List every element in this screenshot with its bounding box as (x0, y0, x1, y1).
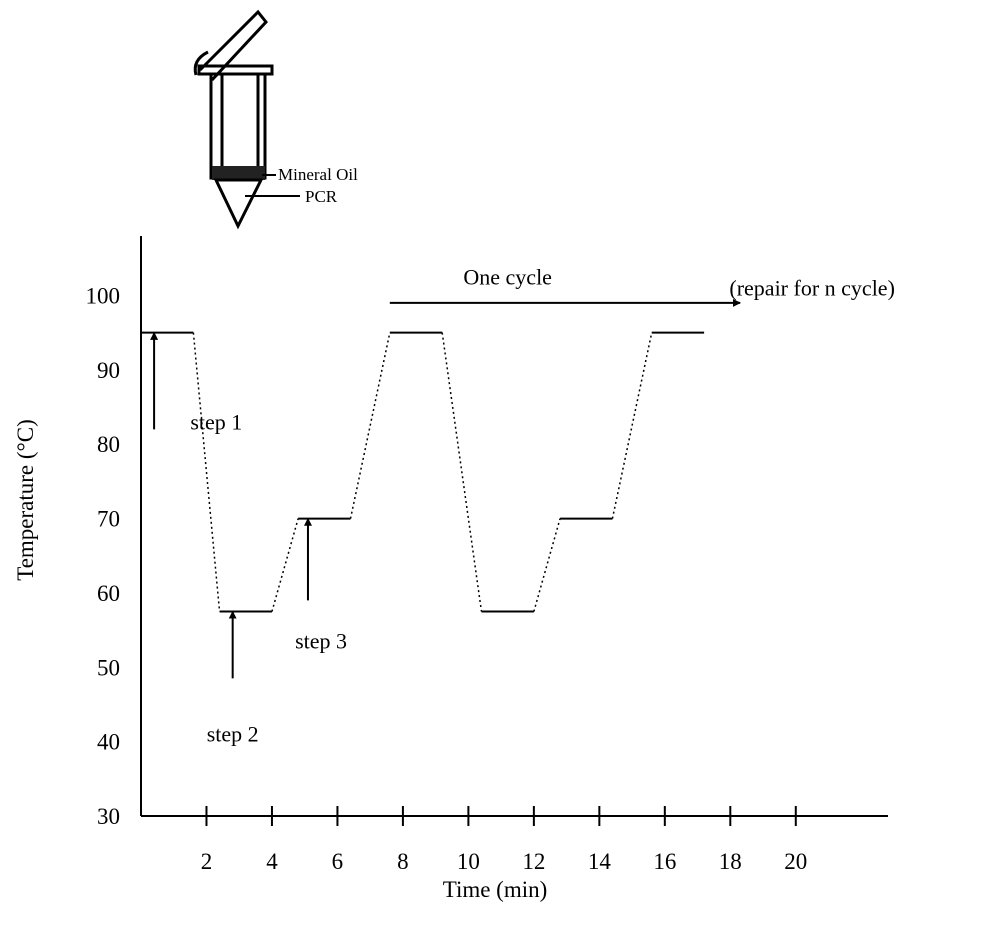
x-tick-label: 4 (266, 849, 278, 874)
y-tick-label: 40 (97, 730, 120, 755)
x-tick-label: 12 (522, 849, 545, 874)
y-tick-label: 80 (97, 432, 120, 457)
pcr-tube-illustration: Mineral Oil PCR (193, 9, 358, 230)
y-tick-label: 30 (97, 804, 120, 829)
temperature-ramp-segment (192, 332, 221, 612)
temperature-ramp-segment (271, 518, 299, 612)
annotation-label: (repair for n cycle) (729, 275, 895, 300)
x-axis-title: Time (min) (443, 877, 548, 902)
temperature-ramp-segment (611, 332, 653, 519)
y-tick-label: 60 (97, 581, 120, 606)
x-tick-label: 14 (588, 849, 612, 874)
arrow-layer (150, 298, 741, 679)
y-tick-label: 90 (97, 358, 120, 383)
y-axis-title: Temperature (°C) (13, 419, 38, 580)
annotation-label: One cycle (463, 264, 552, 289)
temperature-ramp-segment (349, 332, 391, 519)
pcr-label: PCR (305, 187, 338, 206)
tube-lid (193, 9, 274, 82)
x-tick-label: 6 (332, 849, 344, 874)
x-tick-label: 2 (201, 849, 213, 874)
x-tick-label: 20 (784, 849, 807, 874)
mineral-oil-label: Mineral Oil (278, 165, 358, 184)
annotation-label: step 3 (295, 629, 347, 654)
x-tick-label: 8 (397, 849, 409, 874)
x-tick-label: 10 (457, 849, 480, 874)
annotation-layer: step 1 step 2 step 3 One cycle (repair for n… (190, 264, 895, 746)
x-ticks: 2 4 6 8 10 12 14 16 18 20 (201, 806, 807, 874)
y-tick-label: 70 (97, 507, 120, 532)
y-tick-label: 100 (86, 283, 121, 308)
y-ticks: 30 40 50 60 70 80 90 100 (86, 283, 121, 829)
tube-body (209, 74, 267, 230)
annotation-label: step 1 (190, 409, 242, 434)
x-tick-label: 18 (719, 849, 742, 874)
temperature-ramp-segment (441, 332, 483, 612)
annotation-label: step 2 (207, 722, 259, 747)
series-layer (141, 331, 705, 613)
x-tick-label: 16 (653, 849, 676, 874)
y-tick-label: 50 (97, 655, 120, 680)
temperature-ramp-segment (533, 518, 561, 612)
